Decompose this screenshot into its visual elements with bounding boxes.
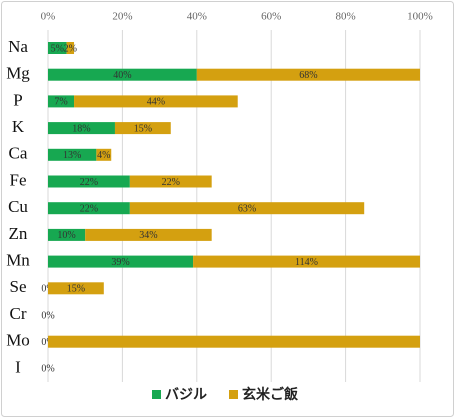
bar-segment — [48, 122, 115, 135]
bar-segment — [129, 175, 212, 188]
bar-segment — [48, 68, 197, 81]
x-tick-label: 20% — [112, 11, 132, 23]
bar-segment — [48, 335, 420, 348]
data-label: 4% — [97, 150, 110, 161]
data-label: 2% — [64, 43, 77, 54]
bar-segment — [74, 95, 238, 108]
data-label: 15% — [134, 123, 152, 134]
bar-segment — [48, 228, 86, 241]
x-tick-label: 60% — [261, 11, 281, 23]
category-label: Zn — [9, 224, 28, 243]
bar-segment — [48, 202, 130, 215]
x-tick-label: 100% — [407, 11, 433, 23]
bar-segment — [129, 202, 365, 215]
bar-segment — [114, 122, 171, 135]
x-tick-label: 0% — [41, 11, 56, 23]
data-label: 22% — [80, 177, 98, 188]
data-label: 63% — [238, 203, 256, 214]
x-tick-label: 80% — [336, 11, 356, 23]
bar-segment — [48, 148, 97, 161]
legend-swatch — [152, 390, 161, 399]
bar-segment — [66, 42, 75, 54]
bar-segment — [196, 68, 420, 81]
data-label: 5% — [51, 43, 64, 54]
category-label: Mo — [6, 331, 30, 350]
legend-label: バジル — [165, 387, 207, 403]
category-label: Ca — [9, 144, 28, 163]
bar-segment — [48, 175, 130, 188]
data-label: 39% — [111, 257, 129, 268]
data-label: 44% — [147, 97, 165, 108]
category-label: Mg — [6, 64, 30, 83]
data-label: 114% — [295, 257, 318, 268]
bar-segment — [85, 228, 212, 241]
bar-segment — [96, 148, 112, 161]
category-label: Na — [8, 37, 28, 56]
data-label: 15% — [67, 284, 85, 295]
bar-segment — [193, 255, 420, 268]
category-label: Se — [10, 277, 27, 296]
legend-label: 玄米ご飯 — [242, 386, 299, 403]
category-label: P — [13, 90, 22, 109]
data-label: 7% — [54, 97, 67, 108]
bar-segment — [48, 282, 104, 295]
data-label: 68% — [299, 70, 317, 81]
data-label: 0% — [41, 310, 54, 321]
x-tick-label: 40% — [187, 11, 207, 23]
data-label: 34% — [139, 230, 157, 241]
data-label: 10% — [57, 230, 75, 241]
data-label: 22% — [80, 203, 98, 214]
data-label: 22% — [162, 177, 180, 188]
bar-segment — [48, 42, 67, 54]
category-label: Fe — [10, 170, 27, 189]
legend-swatch — [229, 390, 238, 399]
data-label: 13% — [63, 150, 81, 161]
data-label: 0% — [41, 364, 54, 375]
category-label: I — [15, 357, 21, 376]
data-label: 18% — [72, 123, 90, 134]
bar-segment — [48, 95, 75, 108]
category-label: Cu — [8, 197, 28, 216]
category-label: K — [12, 117, 25, 136]
bar-segment — [48, 255, 194, 268]
data-label: 40% — [113, 70, 131, 81]
category-label: Mn — [6, 251, 30, 270]
category-label: Cr — [10, 304, 27, 323]
